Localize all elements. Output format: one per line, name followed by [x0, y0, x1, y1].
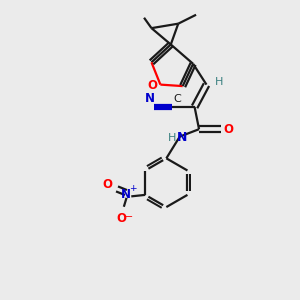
Text: O: O — [116, 212, 126, 225]
Text: H: H — [215, 76, 223, 87]
Text: −: − — [125, 212, 133, 222]
Text: +: + — [129, 184, 136, 193]
Text: O: O — [147, 79, 157, 92]
Text: N: N — [121, 188, 131, 201]
Text: N: N — [145, 92, 155, 105]
Text: N: N — [177, 131, 187, 144]
Text: C: C — [174, 94, 182, 103]
Text: O: O — [102, 178, 112, 191]
Text: O: O — [224, 123, 234, 136]
Text: H: H — [167, 133, 176, 142]
